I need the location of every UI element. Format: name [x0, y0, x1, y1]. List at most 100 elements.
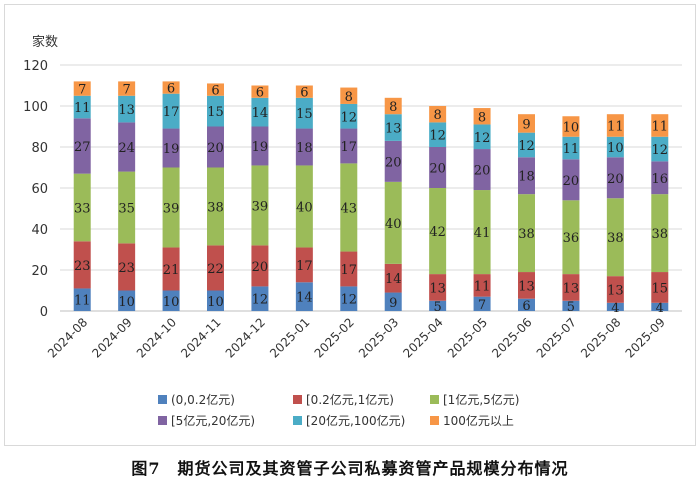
data-label: 8	[345, 90, 353, 105]
bar-segment	[384, 181, 402, 264]
x-tick-label: 2025-05	[445, 315, 490, 360]
y-axis-label: 家数	[32, 34, 58, 50]
bar-segment	[429, 188, 447, 275]
data-label: 18	[518, 170, 535, 185]
data-label: 13	[429, 281, 446, 296]
data-label: 5	[567, 300, 575, 315]
data-label: 41	[474, 226, 491, 241]
data-label: 15	[207, 105, 224, 120]
bar-segment	[606, 114, 624, 137]
legend-label: (0,0.2亿元)	[171, 392, 235, 407]
x-tick-label: 2024-12	[223, 315, 268, 360]
data-label: 20	[474, 164, 491, 179]
bar-segment	[251, 97, 269, 127]
x-tick-label: 2025-08	[578, 315, 623, 360]
bar-segment	[473, 108, 491, 125]
data-label: 36	[563, 231, 580, 246]
bar-segment	[73, 118, 91, 174]
data-label: 23	[118, 261, 135, 276]
bar-segment	[562, 200, 580, 275]
stacked-bar-chart: 家数 0 20 40 60 80 100 120 11 23 33 27 11 7 2024-08 10 23 3…	[23, 34, 682, 428]
bar-segment	[562, 274, 580, 301]
bar-segment	[429, 274, 447, 301]
bar-segment	[251, 286, 269, 311]
bar-segment	[251, 165, 269, 246]
bar-segment	[429, 122, 447, 147]
bar-segment	[162, 93, 180, 129]
bar-segment	[429, 106, 447, 123]
data-label: 4	[656, 301, 664, 316]
bar-segment	[384, 263, 402, 293]
legend-label: [0.2亿元,1亿元)	[306, 392, 394, 407]
data-label: 20	[252, 260, 269, 275]
data-label: 12	[474, 131, 491, 146]
bar-segment	[606, 198, 624, 277]
data-label: 13	[563, 281, 580, 296]
data-label: 8	[478, 110, 486, 125]
data-label: 15	[652, 281, 669, 296]
figure-caption: 图7 期货公司及其资管子公司私募资管产品规模分布情况	[131, 459, 569, 478]
bar-segment	[162, 290, 180, 311]
bar-segment	[295, 128, 313, 166]
legend-label: [20亿元,100亿元)	[306, 413, 405, 428]
bar-segment	[251, 126, 269, 166]
x-tick-label: 2024-08	[45, 315, 90, 360]
data-label: 16	[652, 172, 669, 187]
data-label: 23	[74, 259, 91, 274]
data-label: 18	[296, 141, 313, 156]
data-label: 11	[563, 142, 580, 157]
legend-swatch	[430, 416, 439, 425]
bar-segment	[606, 157, 624, 199]
data-label: 7	[478, 298, 486, 313]
data-label: 8	[434, 108, 442, 123]
bar-segment	[340, 251, 358, 287]
data-label: 12	[341, 293, 358, 308]
bar-segment	[118, 122, 136, 172]
data-label: 7	[78, 83, 86, 98]
data-label: 20	[207, 141, 224, 156]
data-label: 27	[74, 140, 91, 155]
data-label: 20	[563, 174, 580, 189]
x-tick-label: 2025-02	[312, 315, 357, 360]
bar-segment	[207, 126, 224, 168]
data-label: 17	[163, 105, 180, 120]
data-label: 10	[607, 141, 624, 156]
bar-segment	[384, 114, 402, 141]
data-label: 38	[207, 200, 224, 215]
bar-segment	[340, 163, 358, 252]
legend-label: 100亿元以上	[443, 413, 514, 428]
y-tick-label: 100	[23, 100, 48, 115]
data-label: 14	[296, 291, 313, 306]
data-label: 40	[385, 217, 402, 232]
data-label: 22	[207, 262, 224, 277]
data-label: 10	[118, 295, 135, 310]
bar-segment	[651, 194, 669, 273]
bar-segment	[518, 272, 535, 299]
y-tick-label: 60	[31, 182, 48, 197]
bar-segment	[606, 302, 624, 311]
bar-segment	[207, 167, 224, 246]
data-label: 12	[518, 139, 535, 154]
data-label: 11	[74, 294, 91, 309]
data-label: 19	[252, 140, 269, 155]
bar-segment	[340, 128, 358, 164]
bar-segment	[651, 114, 669, 137]
data-label: 38	[518, 227, 535, 242]
x-tick-label: 2025-04	[400, 315, 445, 360]
x-tick-label: 2024-09	[89, 315, 134, 360]
x-tick-label: 2024-11	[178, 315, 223, 360]
y-tick-label: 40	[31, 223, 48, 238]
data-label: 19	[163, 142, 180, 157]
data-label: 10	[207, 295, 224, 310]
x-tick-label: 2025-03	[356, 315, 401, 360]
bar-segment	[473, 124, 491, 150]
bar-segment	[73, 81, 91, 96]
x-tick-label: 2024-10	[134, 315, 179, 360]
data-label: 12	[341, 110, 358, 125]
data-label: 11	[74, 101, 91, 116]
bar-segment	[118, 81, 136, 96]
data-label: 20	[429, 162, 446, 177]
legend-swatch	[158, 395, 167, 404]
legend-swatch	[158, 416, 167, 425]
data-label: 4	[611, 301, 619, 316]
